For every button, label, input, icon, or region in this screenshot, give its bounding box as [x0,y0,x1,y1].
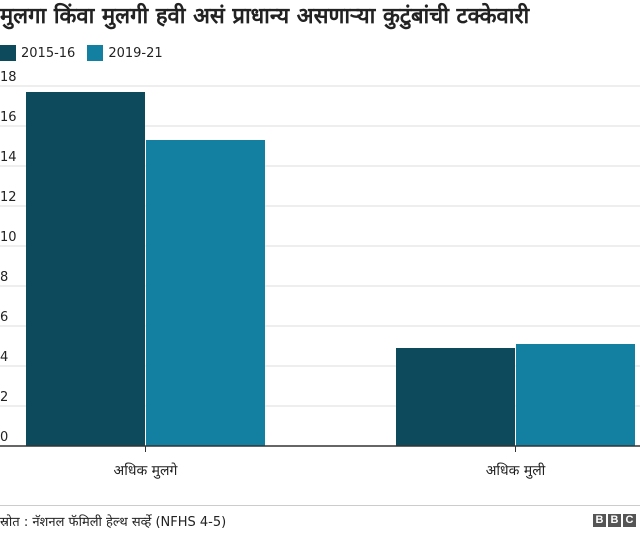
legend-swatch-2015-16 [0,45,16,61]
bbc-logo-letter: B [608,514,621,527]
bar-2019-21-1 [146,140,265,446]
legend-label-2015-16: 2015-16 [21,45,76,61]
bar-2015-16-2 [396,348,515,446]
y-tick-label: 18 [0,70,17,85]
legend-item-2019-21: 2019-21 [87,45,163,61]
y-tick-label: 8 [0,270,8,285]
y-tick-label: 4 [0,350,8,365]
legend: 2015-16 2019-21 [0,43,175,63]
y-tick-label: 12 [0,190,17,205]
chart-title: मुलगा किंवा मुलगी हवी असं प्राधान्य असणा… [0,4,530,29]
legend-swatch-2019-21 [87,45,104,61]
y-tick-label: 6 [0,310,8,325]
bar-2019-21-2 [516,344,635,446]
bbc-logo: B B C [593,514,636,527]
footer-divider [0,505,640,506]
legend-item-2015-16: 2015-16 [0,45,75,61]
y-tick-label: 10 [0,230,17,245]
source-note: स्रोत : नॅशनल फॅमिली हेल्थ सर्व्हे (NFHS… [0,515,227,530]
y-tick-label: 0 [0,430,8,445]
x-category-label: अधिक मुली [486,462,546,479]
bbc-logo-letter: B [593,514,606,527]
y-tick-label: 16 [0,110,17,125]
y-tick-label: 14 [0,150,17,165]
x-category-label: अधिक मुलगे [114,462,179,479]
legend-label-2019-21: 2019-21 [108,45,163,61]
bar-2015-16-1 [26,92,145,446]
y-tick-label: 2 [0,390,8,405]
bbc-logo-letter: C [623,514,636,527]
bar-chart: 0 2 4 6 8 10 12 14 16 18 अधिक मुलगे अधिक मुली [0,70,640,479]
